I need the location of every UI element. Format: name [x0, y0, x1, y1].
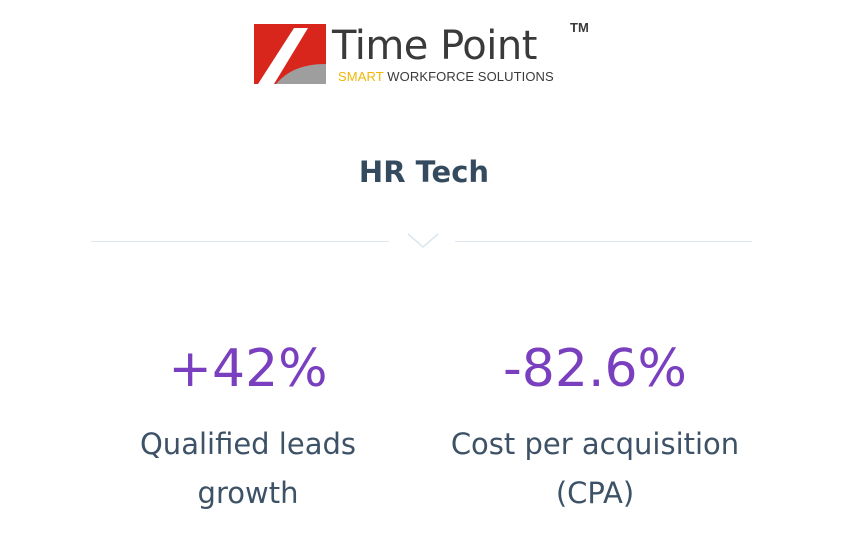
divider-line-right	[455, 241, 752, 242]
metric-label-line: Cost per acquisition	[450, 427, 740, 461]
logo-wordmark: Time Point	[332, 23, 537, 69]
logo-tagline-rest: WORKFORCE SOLUTIONS	[383, 69, 554, 84]
industry-heading: HR Tech	[358, 155, 490, 189]
metric-value: +42%	[168, 339, 328, 399]
metric-label-line: Qualified leads	[139, 427, 356, 461]
company-logo: Time Point TM SMART WORKFORCE SOLUTIONS	[254, 20, 594, 88]
metric-label: Cost per acquisition (CPA)	[430, 420, 760, 518]
red-square-swoosh-icon	[254, 24, 326, 84]
chevron-down-icon	[407, 233, 439, 248]
trademark-symbol: TM	[570, 20, 589, 35]
metric-qualified-leads: +42% Qualified leads growth	[108, 332, 388, 518]
metric-label: Qualified leads growth	[108, 420, 388, 518]
metric-cost-per-acquisition: -82.6% Cost per acquisition (CPA)	[430, 332, 760, 518]
metric-value: -82.6%	[503, 339, 687, 399]
logo-tagline: SMART WORKFORCE SOLUTIONS	[338, 69, 554, 84]
logo-tagline-accent: SMART	[338, 69, 384, 84]
metric-label-line: growth	[197, 476, 299, 510]
metric-label-line: (CPA)	[555, 476, 635, 510]
divider-line-left	[91, 241, 389, 242]
